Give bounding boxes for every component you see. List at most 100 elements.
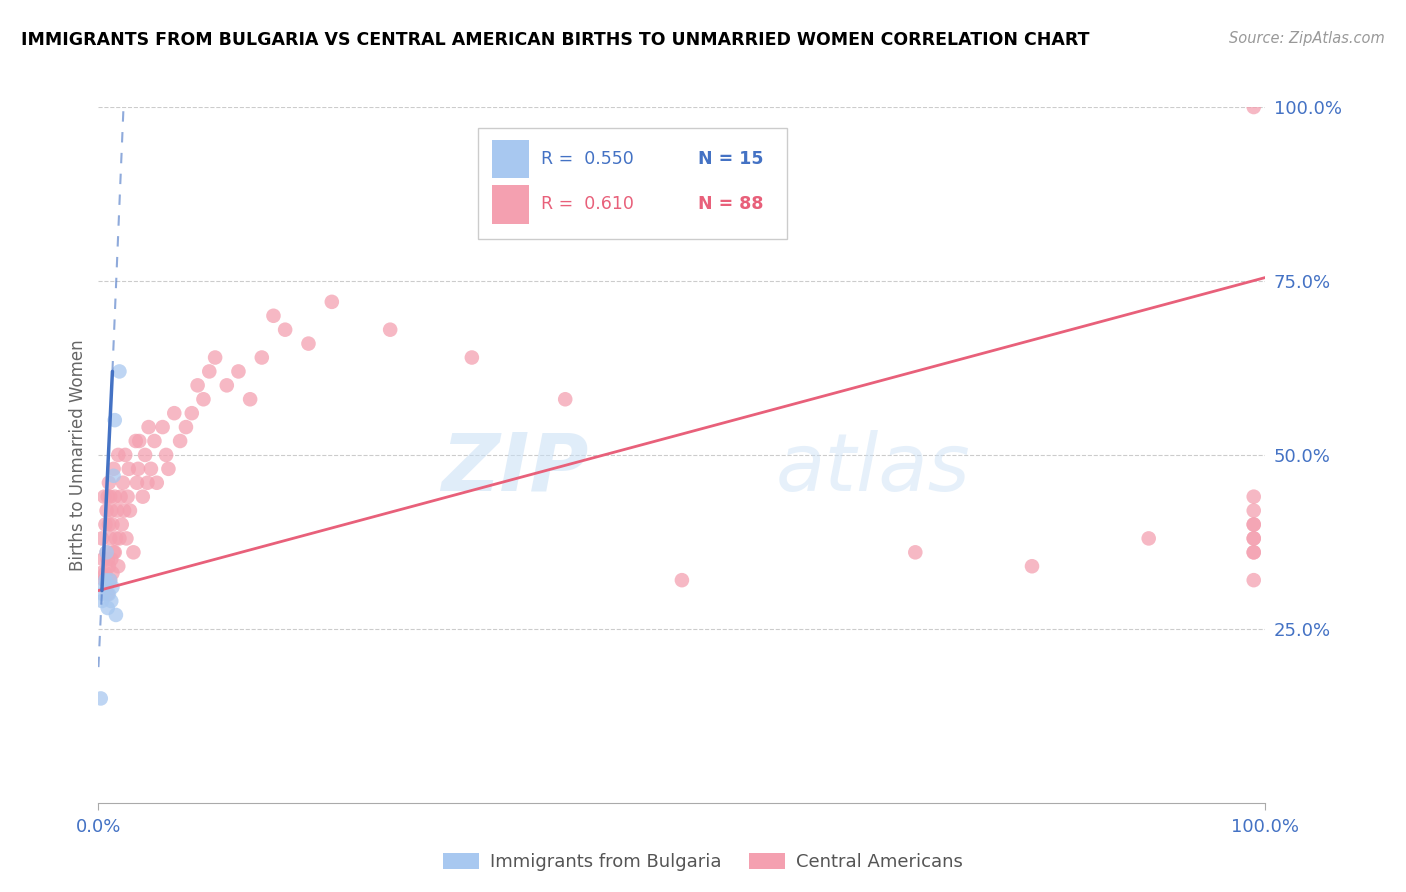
FancyBboxPatch shape [492,186,529,224]
Point [169,434,191,448]
Point [1243,545,1265,559]
Point [125,434,148,448]
Point [671,573,693,587]
Point [155,448,177,462]
Point [97,587,120,601]
Point [228,364,250,378]
Point [1243,503,1265,517]
Point [91,587,114,601]
Point [128,434,150,448]
Point [108,532,131,546]
Point [1243,517,1265,532]
Point [98,573,121,587]
Point [554,392,576,407]
Point [97,587,120,601]
Point [112,503,135,517]
Point [117,490,139,504]
Point [103,462,125,476]
Point [1021,559,1043,574]
Point [262,309,284,323]
Point [1243,545,1265,559]
Point [152,420,174,434]
Point [118,503,141,517]
Point [104,607,127,622]
Point [98,490,121,504]
Point [174,420,197,434]
Point [125,475,148,490]
Point [107,448,129,462]
Point [93,490,115,504]
Point [96,503,118,517]
Point [380,323,402,337]
Point [157,462,180,476]
Point [100,552,122,566]
Text: atlas: atlas [775,430,970,508]
Point [1137,532,1160,546]
Point [1243,573,1265,587]
Point [250,351,273,365]
Point [127,462,149,476]
Point [198,364,221,378]
Point [904,545,927,559]
Point [97,601,120,615]
Point [215,378,238,392]
Point [1243,490,1265,504]
Point [114,448,136,462]
Point [101,566,124,581]
Point [97,559,120,574]
Point [139,462,162,476]
Point [138,420,160,434]
Point [93,573,115,587]
Point [163,406,186,420]
FancyBboxPatch shape [492,140,529,178]
Text: N = 15: N = 15 [699,150,763,169]
Point [111,475,134,490]
Text: R =  0.610: R = 0.610 [541,195,634,213]
Point [97,490,120,504]
Point [100,503,122,517]
Point [94,517,117,532]
Point [94,566,117,581]
Point [101,517,124,532]
Point [180,406,202,420]
Point [110,490,132,504]
Point [107,559,129,574]
FancyBboxPatch shape [478,128,787,239]
Point [93,580,115,594]
Point [97,552,120,566]
Point [146,475,169,490]
Point [104,545,127,559]
Point [105,503,128,517]
Point [134,448,156,462]
Legend: Immigrants from Bulgaria, Central Americans: Immigrants from Bulgaria, Central Americ… [436,846,970,879]
Point [143,434,166,448]
Point [96,545,118,559]
Point [103,468,125,483]
Point [103,545,125,559]
Text: R =  0.550: R = 0.550 [541,150,634,169]
Point [91,552,114,566]
Point [108,364,131,378]
Point [104,532,127,546]
Point [90,532,112,546]
Point [111,517,134,532]
Point [90,594,112,608]
Point [122,545,145,559]
Point [187,378,209,392]
Point [239,392,262,407]
Point [118,462,141,476]
Point [98,573,121,587]
Point [132,490,155,504]
Point [90,691,112,706]
Point [100,594,122,608]
Point [461,351,484,365]
Point [193,392,215,407]
Text: ZIP: ZIP [441,430,589,508]
Point [297,336,319,351]
Point [98,532,121,546]
Y-axis label: Births to Unmarried Women: Births to Unmarried Women [69,339,87,571]
Point [136,475,159,490]
Point [1243,532,1265,546]
Point [104,490,127,504]
Point [94,573,117,587]
